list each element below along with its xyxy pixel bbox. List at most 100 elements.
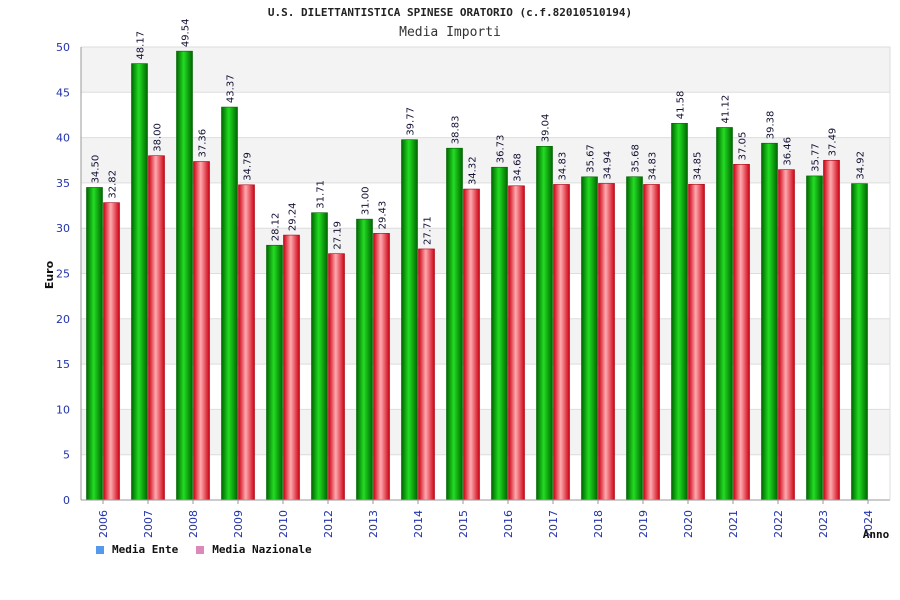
data-label: 32.82 bbox=[108, 170, 119, 199]
x-tick-label: 2016 bbox=[502, 510, 515, 538]
x-tick-label: 2014 bbox=[412, 510, 425, 538]
data-label: 34.85 bbox=[693, 152, 704, 181]
axes bbox=[80, 47, 891, 504]
x-tick-label: 2019 bbox=[637, 510, 650, 538]
data-label: 39.77 bbox=[406, 107, 417, 136]
y-tick-label: 50 bbox=[56, 41, 70, 54]
x-axis-label: Anno bbox=[863, 528, 890, 541]
data-label: 34.92 bbox=[856, 151, 867, 180]
data-label: 35.68 bbox=[631, 144, 642, 173]
legend-label-media-nazionale: Media Nazionale bbox=[212, 543, 312, 556]
x-tick-label: 2010 bbox=[277, 510, 290, 538]
grid-band bbox=[81, 318, 890, 365]
data-label: 41.58 bbox=[676, 91, 687, 120]
bar-media-nazionale bbox=[643, 184, 660, 501]
bar-media-ente bbox=[131, 63, 148, 501]
y-tick-label: 5 bbox=[63, 449, 70, 462]
data-label: 34.94 bbox=[603, 151, 614, 180]
bar-media-ente bbox=[221, 106, 238, 501]
x-tick-label: 2024 bbox=[862, 510, 875, 538]
gridlines bbox=[81, 46, 890, 501]
data-label: 39.04 bbox=[541, 114, 552, 143]
x-tick-label: 2008 bbox=[187, 510, 200, 538]
bar-media-nazionale bbox=[283, 234, 300, 501]
x-tick-label: 2020 bbox=[682, 510, 695, 538]
data-label: 34.79 bbox=[243, 152, 254, 181]
legend: Media Ente Media Nazionale bbox=[96, 543, 312, 556]
grid-band bbox=[81, 228, 890, 274]
bar-media-nazionale bbox=[778, 169, 795, 501]
grid-band bbox=[81, 137, 890, 183]
data-label: 36.73 bbox=[496, 135, 507, 164]
y-tick-label: 10 bbox=[56, 403, 70, 416]
data-label: 38.83 bbox=[451, 116, 462, 145]
x-tick-label: 2009 bbox=[232, 510, 245, 538]
chart-title: U.S. DILETTANTISTICA SPINESE ORATORIO (c… bbox=[267, 6, 633, 19]
bar-media-ente bbox=[761, 142, 778, 501]
data-label: 34.83 bbox=[558, 152, 569, 181]
bar-media-ente bbox=[491, 166, 508, 501]
data-label: 37.49 bbox=[828, 128, 839, 157]
y-tick-label: 15 bbox=[56, 358, 70, 371]
y-tick-label: 40 bbox=[56, 132, 70, 145]
y-tick-label: 0 bbox=[63, 494, 70, 507]
x-tick-label: 2022 bbox=[772, 510, 785, 538]
bar-media-ente bbox=[401, 139, 418, 501]
data-label: 43.37 bbox=[226, 74, 237, 103]
bar-media-nazionale bbox=[508, 185, 525, 501]
bar-media-ente bbox=[311, 212, 328, 501]
bar-media-nazionale bbox=[373, 233, 390, 501]
bar-media-ente bbox=[626, 176, 643, 501]
x-tick-label: 2021 bbox=[727, 510, 740, 538]
data-label: 34.32 bbox=[468, 156, 479, 185]
x-tick-label: 2006 bbox=[97, 510, 110, 538]
bar-media-nazionale bbox=[328, 253, 345, 501]
x-tick-label: 2012 bbox=[322, 510, 335, 538]
bar-media-ente bbox=[581, 176, 598, 501]
x-tick-label: 2018 bbox=[592, 510, 605, 538]
bar-media-ente bbox=[851, 183, 868, 501]
bar-media-ente bbox=[266, 244, 283, 501]
data-label: 34.68 bbox=[513, 153, 524, 182]
bar-media-nazionale bbox=[463, 188, 480, 501]
bar-media-ente bbox=[806, 175, 823, 501]
tick-labels: 0 5 10 15 20 25 30 35 40 45 50 2006 2007 2008 2009 2010… bbox=[56, 41, 875, 538]
bar-media-nazionale bbox=[418, 248, 435, 501]
grid-bands bbox=[81, 47, 890, 455]
grid-band bbox=[81, 47, 890, 93]
x-tick-label: 2013 bbox=[367, 510, 380, 538]
bar-media-nazionale bbox=[148, 155, 165, 501]
data-label: 37.05 bbox=[738, 132, 749, 161]
bar-media-nazionale bbox=[553, 184, 570, 501]
data-label: 28.12 bbox=[271, 213, 282, 242]
bar-media-nazionale bbox=[598, 183, 615, 501]
x-tick-label: 2015 bbox=[457, 510, 470, 538]
bar-media-ente bbox=[356, 218, 373, 501]
data-label: 27.19 bbox=[333, 221, 344, 250]
x-tick-label: 2017 bbox=[547, 510, 560, 538]
bar-media-ente bbox=[86, 187, 103, 501]
chart-subtitle: Media Importi bbox=[399, 25, 501, 40]
data-label: 31.00 bbox=[361, 186, 372, 215]
legend-item-media-nazionale: Media Nazionale bbox=[196, 543, 312, 556]
data-label: 37.36 bbox=[198, 129, 209, 158]
y-tick-label: 45 bbox=[56, 86, 70, 99]
bar-media-nazionale bbox=[688, 183, 705, 501]
x-tick-label: 2023 bbox=[817, 510, 830, 538]
data-label: 27.71 bbox=[423, 216, 434, 245]
bar-media-ente bbox=[536, 145, 553, 501]
bar-media-ente bbox=[176, 50, 193, 501]
data-label: 36.46 bbox=[783, 137, 794, 166]
data-label: 29.43 bbox=[378, 201, 389, 230]
bar-media-ente bbox=[446, 147, 463, 501]
y-tick-label: 25 bbox=[56, 268, 70, 281]
bar-media-nazionale bbox=[193, 161, 210, 501]
bar-media-nazionale bbox=[238, 184, 255, 501]
grid-band bbox=[81, 409, 890, 455]
y-tick-label: 20 bbox=[56, 313, 70, 326]
bar-media-ente bbox=[716, 127, 733, 501]
data-label: 31.71 bbox=[316, 180, 327, 209]
x-tick-label: 2007 bbox=[142, 510, 155, 538]
bar-media-nazionale bbox=[733, 164, 750, 501]
